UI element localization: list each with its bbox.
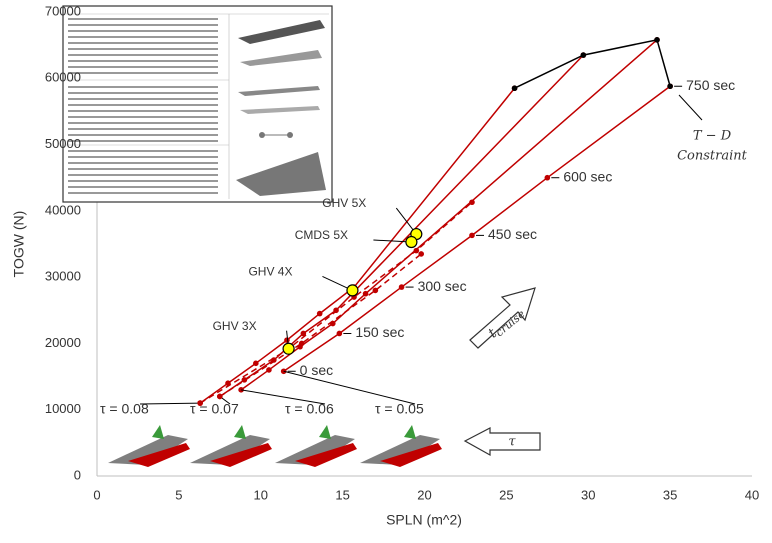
constraint-leader bbox=[678, 94, 703, 121]
y-tick-label: 0 bbox=[74, 467, 81, 482]
y-tick-label: 20000 bbox=[45, 335, 81, 350]
series-label: τ = 0.07 bbox=[190, 401, 239, 417]
point bbox=[667, 83, 673, 90]
time-label: 150 sec bbox=[355, 324, 404, 340]
point bbox=[284, 337, 290, 343]
highlight-point bbox=[282, 342, 295, 355]
y-axis-label: TOGW (N) bbox=[11, 211, 27, 278]
point bbox=[316, 310, 323, 317]
series-leader bbox=[283, 370, 416, 405]
highlight-leader bbox=[373, 239, 412, 243]
x-tick-label: 30 bbox=[581, 487, 595, 502]
point bbox=[362, 290, 369, 297]
x-tick-label: 25 bbox=[499, 487, 513, 502]
x-tick-label: 15 bbox=[335, 487, 349, 502]
tau-arrow-label: τ bbox=[508, 435, 516, 450]
x-tick-label: 20 bbox=[417, 487, 431, 502]
series-label: τ = 0.05 bbox=[375, 401, 424, 417]
constraint-label: T − D bbox=[693, 129, 732, 144]
t-cruise-arrow bbox=[469, 287, 536, 349]
point bbox=[372, 287, 379, 294]
inset-table bbox=[62, 5, 333, 203]
point bbox=[418, 251, 425, 257]
point bbox=[511, 85, 518, 92]
point bbox=[469, 232, 475, 239]
series-label: τ = 0.08 bbox=[100, 401, 149, 417]
constraint-label: Constraint bbox=[677, 149, 748, 164]
x-tick-label: 40 bbox=[745, 487, 759, 502]
y-tick-label: 30000 bbox=[45, 269, 81, 284]
x-tick-label: 10 bbox=[254, 487, 268, 502]
y-tick-label: 60000 bbox=[45, 70, 81, 85]
point bbox=[253, 360, 259, 367]
highlight-point bbox=[405, 235, 418, 249]
point bbox=[217, 393, 223, 400]
highlight-label: GHV 5X bbox=[322, 196, 366, 210]
highlight-point bbox=[346, 284, 359, 297]
point bbox=[197, 400, 203, 406]
point bbox=[336, 330, 343, 337]
highlight-label: GHV 4X bbox=[248, 265, 292, 279]
time-label: 750 sec bbox=[686, 77, 735, 93]
point bbox=[266, 367, 272, 373]
time-label: 0 sec bbox=[300, 362, 333, 378]
point bbox=[580, 52, 587, 58]
y-tick-label: 10000 bbox=[45, 401, 81, 416]
y-tick-label: 70000 bbox=[45, 3, 81, 18]
series-line bbox=[514, 38, 671, 89]
aircraft-icons bbox=[108, 425, 442, 467]
time-label: 450 sec bbox=[488, 226, 537, 242]
point bbox=[469, 199, 475, 206]
x-axis-label: SPLN (m^2) bbox=[386, 512, 462, 528]
point bbox=[544, 174, 551, 181]
series-leader bbox=[139, 402, 201, 405]
x-tick-label: 35 bbox=[663, 487, 677, 502]
point bbox=[413, 247, 420, 254]
y-tick-label: 40000 bbox=[45, 202, 81, 217]
point bbox=[241, 377, 248, 383]
point bbox=[398, 284, 405, 290]
tau-arrow bbox=[463, 427, 541, 457]
time-label: 600 sec bbox=[563, 168, 612, 184]
series-leader bbox=[241, 389, 326, 405]
x-tick-label: 5 bbox=[175, 487, 182, 502]
dashed-line bbox=[219, 253, 422, 398]
series-label: τ = 0.06 bbox=[285, 401, 334, 417]
point bbox=[654, 37, 660, 43]
time-label: 300 sec bbox=[418, 278, 467, 294]
x-tick-label: 0 bbox=[93, 487, 100, 502]
highlight-label: CMDS 5X bbox=[295, 228, 348, 242]
highlight-label: GHV 3X bbox=[213, 319, 257, 333]
point bbox=[300, 330, 307, 337]
point bbox=[298, 340, 305, 347]
series-line bbox=[283, 85, 671, 372]
y-tick-label: 50000 bbox=[45, 136, 81, 151]
